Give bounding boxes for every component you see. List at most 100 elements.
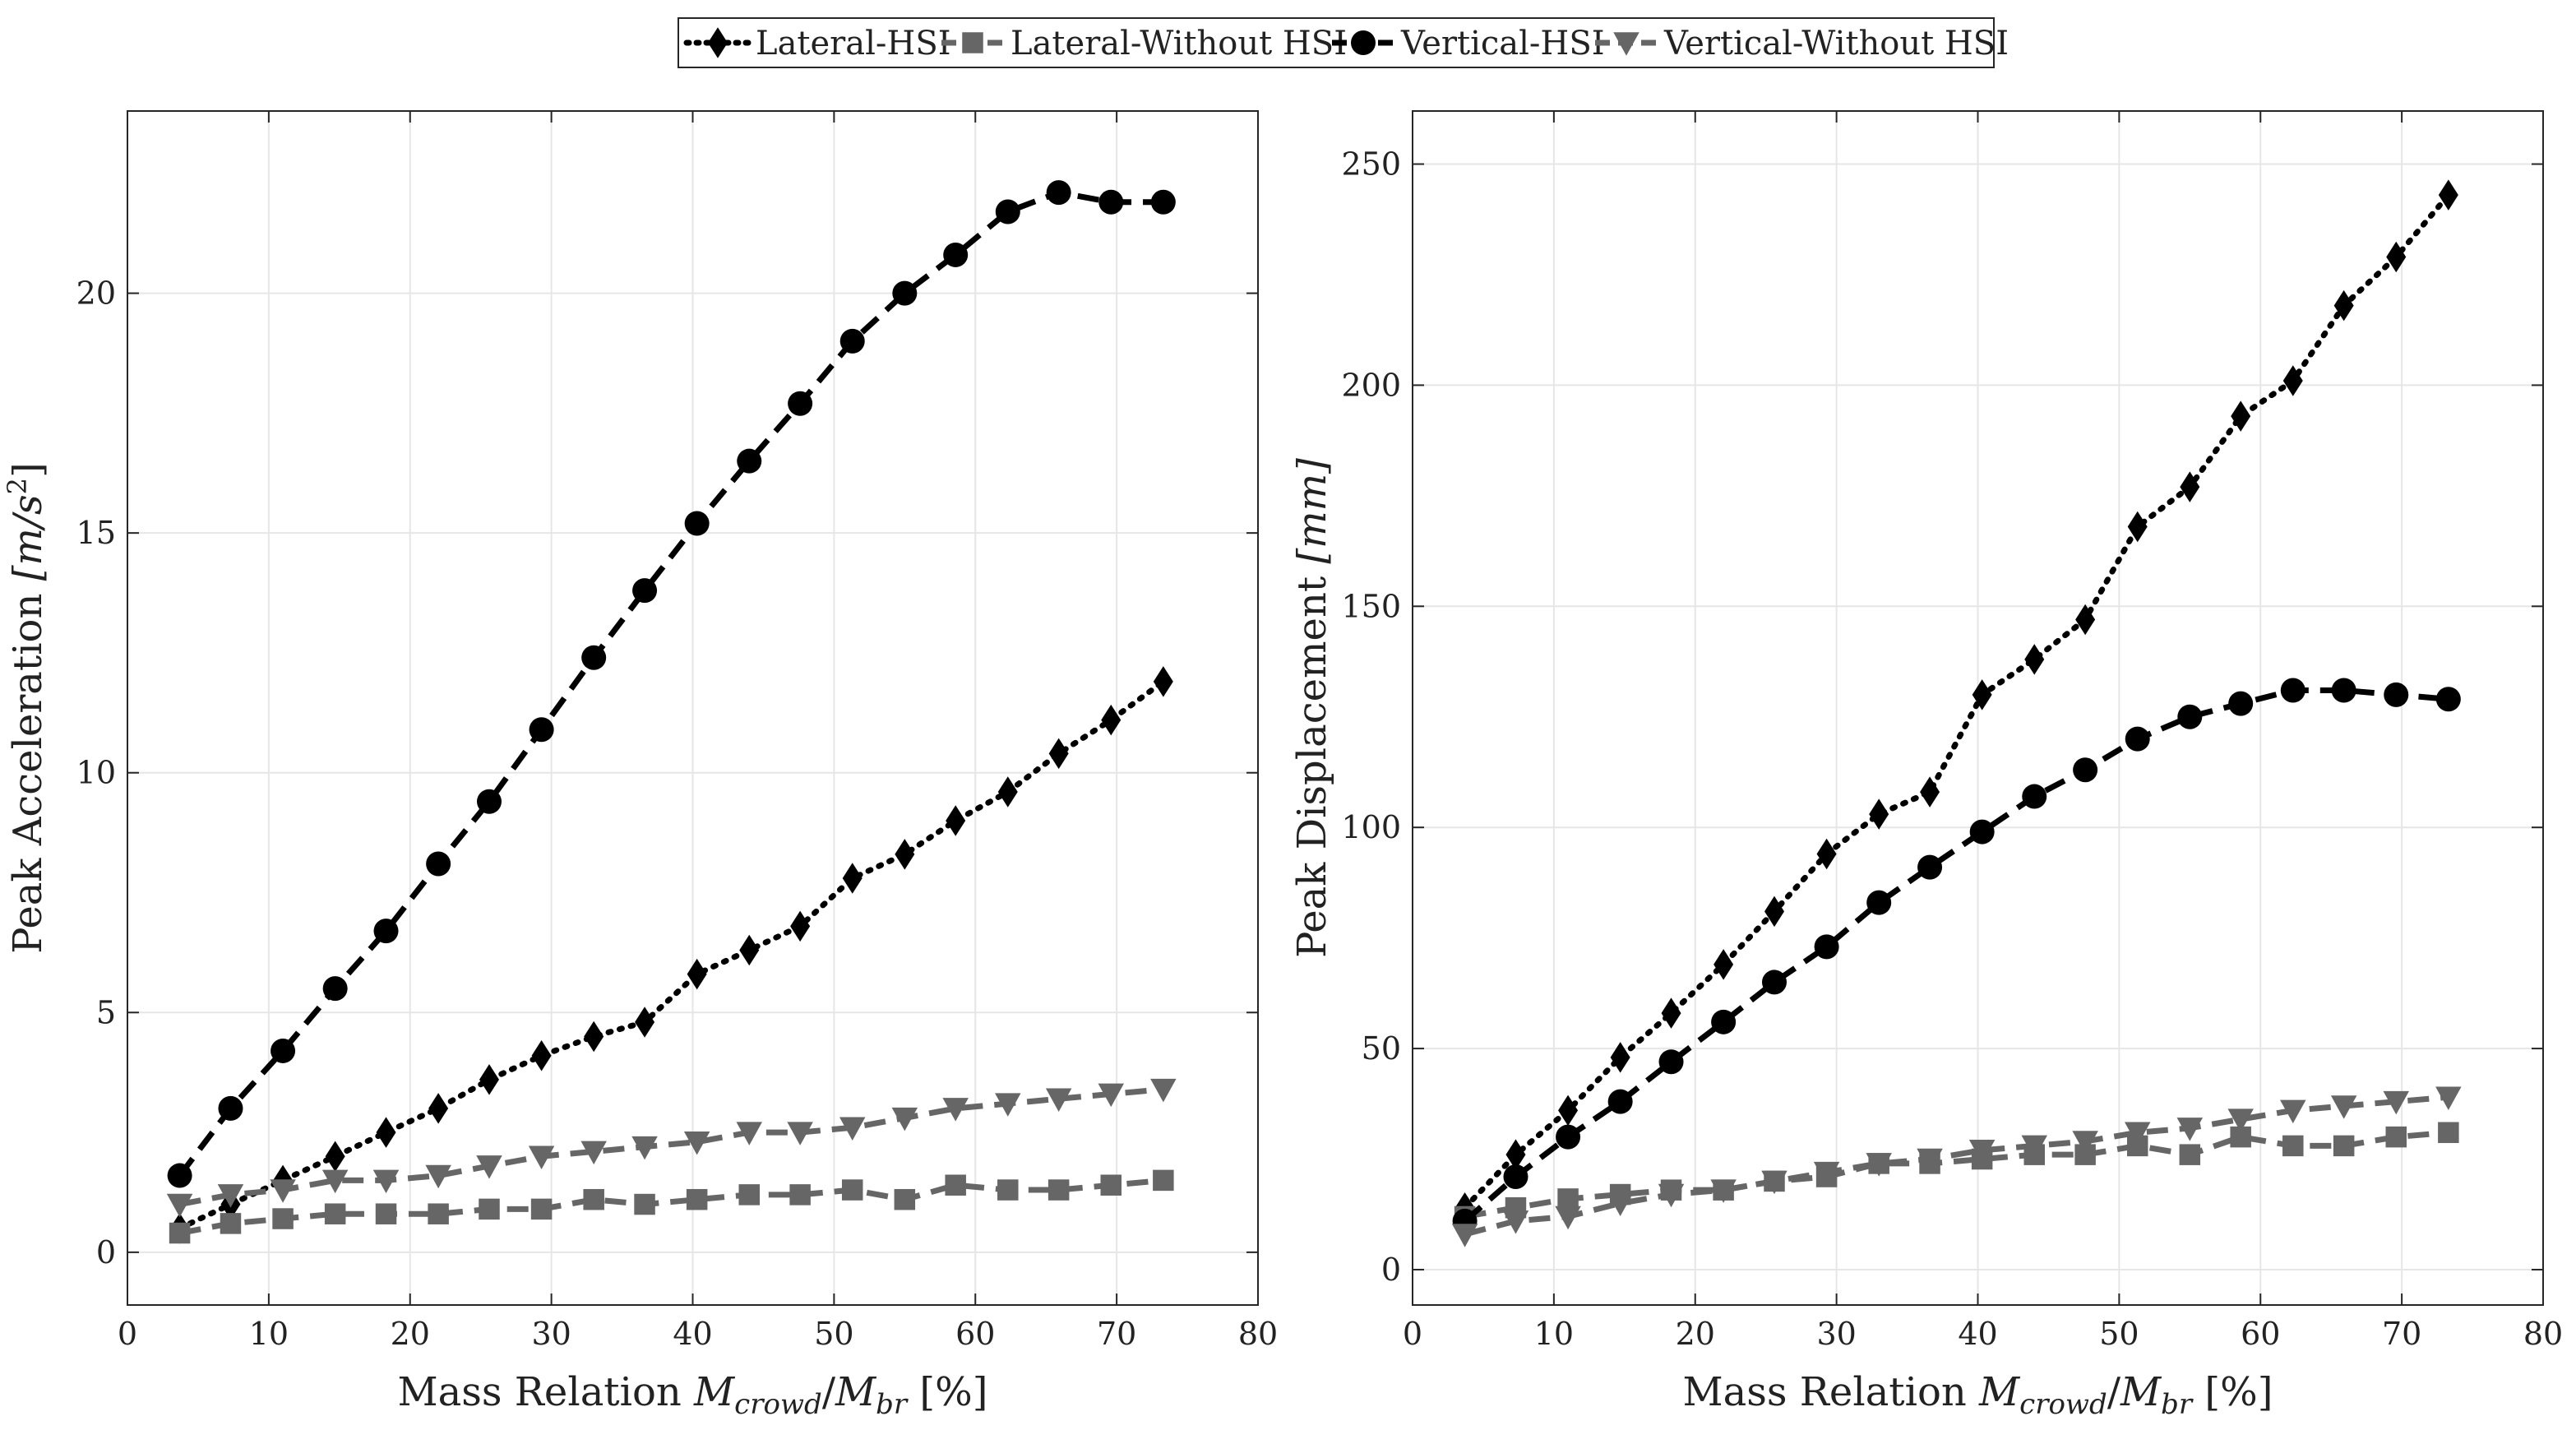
- data-point-vertical-without-hsi: [1761, 1170, 1787, 1195]
- data-point-vertical-hsi: [322, 976, 348, 1002]
- y-axis-label: Peak Displacement [mm]: [1289, 458, 1335, 958]
- data-point-lateral-hsi: [2180, 471, 2200, 502]
- data-point-lateral-hsi: [1101, 704, 1122, 736]
- x-label-text: Mass Relation: [398, 1369, 695, 1415]
- x-label-text: Mass Relation: [1683, 1369, 1980, 1415]
- legend-marker: [1351, 30, 1376, 55]
- y-tick-label: 5: [96, 994, 116, 1030]
- data-point-vertical-hsi: [2384, 682, 2409, 707]
- data-point-vertical-without-hsi: [1968, 1140, 1996, 1164]
- data-point-vertical-without-hsi: [1866, 1153, 1892, 1177]
- data-point-vertical-hsi: [2022, 784, 2047, 809]
- data-point-lateral-without-hsi: [738, 1184, 760, 1206]
- data-point-vertical-hsi: [2280, 678, 2305, 703]
- data-point-vertical-hsi: [995, 199, 1020, 224]
- data-point-lateral-without-hsi: [375, 1203, 397, 1224]
- series-line-lateral-hsi: [1462, 192, 2452, 1211]
- data-point-lateral-hsi: [2024, 644, 2045, 675]
- data-point-lateral-hsi: [635, 1007, 655, 1038]
- data-point-vertical-without-hsi: [1710, 1179, 1737, 1203]
- data-point-vertical-without-hsi: [425, 1164, 451, 1189]
- series-lateral-without-hsi: [169, 1169, 1174, 1244]
- data-point-vertical-without-hsi: [372, 1169, 400, 1194]
- data-point-vertical-hsi: [892, 280, 918, 306]
- data-point-lateral-hsi: [325, 1141, 345, 1172]
- data-point-vertical-without-hsi: [580, 1141, 607, 1165]
- data-point-lateral-hsi: [2438, 179, 2458, 211]
- data-point-vertical-without-hsi: [2021, 1135, 2047, 1159]
- y-tick-label: 20: [76, 275, 116, 312]
- x-label-subscript: crowd: [734, 1388, 822, 1421]
- data-point-lateral-without-hsi: [1153, 1169, 1174, 1192]
- data-point-lateral-hsi: [997, 776, 1018, 808]
- x-tick-label: 60: [2241, 1316, 2280, 1352]
- data-point-vertical-without-hsi: [1917, 1148, 1943, 1173]
- series-line-vertical-without-hsi: [1464, 1094, 2449, 1238]
- data-point-vertical-without-hsi: [166, 1193, 193, 1218]
- data-point-vertical-hsi: [788, 391, 813, 416]
- data-point-lateral-hsi: [2386, 241, 2407, 273]
- data-point-lateral-hsi: [946, 805, 966, 836]
- data-point-lateral-without-hsi: [530, 1198, 553, 1220]
- data-point-vertical-without-hsi: [1150, 1078, 1177, 1103]
- y-label-text: Peak Acceleration: [5, 581, 51, 953]
- y-tick-label: 50: [1362, 1030, 1401, 1067]
- data-point-lateral-hsi: [531, 1040, 552, 1071]
- data-point-vertical-without-hsi: [1607, 1192, 1634, 1217]
- legend-entry-lateral-without-hsi: Lateral-Without HSI: [941, 25, 1347, 62]
- x-tick-label: 0: [1403, 1316, 1422, 1352]
- series-lateral-hsi: [1454, 179, 2458, 1224]
- x-tick-label: 0: [118, 1316, 137, 1352]
- data-point-vertical-hsi: [1503, 1164, 1528, 1190]
- data-point-vertical-without-hsi: [839, 1117, 866, 1141]
- data-point-lateral-hsi: [1869, 798, 1889, 830]
- data-point-vertical-without-hsi: [683, 1131, 710, 1155]
- y-tick-label: 10: [76, 755, 116, 791]
- data-point-vertical-hsi: [1866, 890, 1892, 915]
- series-line-lateral-hsi: [177, 678, 1167, 1232]
- x-label-var: M: [1978, 1369, 2021, 1415]
- data-point-vertical-hsi: [2177, 704, 2203, 729]
- series-line-vertical-without-hsi: [178, 1086, 1164, 1207]
- data-point-lateral-without-hsi: [945, 1174, 966, 1196]
- y-tick-label: 250: [1341, 146, 1401, 183]
- y-label-close: ]: [5, 462, 51, 478]
- data-point-vertical-without-hsi: [995, 1093, 1021, 1117]
- y-tick-label: 150: [1341, 588, 1401, 624]
- data-point-lateral-without-hsi: [583, 1188, 604, 1210]
- data-point-vertical-hsi: [373, 919, 399, 944]
- data-point-vertical-without-hsi: [1502, 1210, 1529, 1234]
- data-point-lateral-hsi: [2282, 365, 2303, 396]
- x-tick-label: 70: [2382, 1316, 2421, 1352]
- x-tick-label: 10: [249, 1316, 289, 1352]
- legend-entry-vertical-without-hsi: Vertical-Without HSI: [1595, 25, 2009, 62]
- legend-marker: [1613, 32, 1639, 56]
- x-label-var: M: [2120, 1369, 2162, 1415]
- data-point-lateral-hsi: [428, 1093, 449, 1124]
- data-point-vertical-hsi: [2331, 678, 2356, 703]
- data-point-vertical-without-hsi: [321, 1169, 349, 1194]
- series-vertical-without-hsi: [166, 1078, 1177, 1218]
- legend-marker: [962, 32, 983, 53]
- data-point-vertical-without-hsi: [1045, 1088, 1072, 1113]
- data-point-lateral-hsi: [1558, 1094, 1579, 1127]
- data-point-vertical-hsi: [737, 448, 762, 474]
- y-tick-label: 200: [1341, 367, 1401, 403]
- legend-label: Vertical-Without HSI: [1663, 25, 2009, 62]
- data-point-vertical-without-hsi: [217, 1184, 244, 1208]
- data-point-vertical-hsi: [1762, 970, 1787, 995]
- data-point-lateral-without-hsi: [1557, 1188, 1579, 1210]
- legend-label: Lateral-Without HSI: [1011, 25, 1347, 62]
- y-axis-label: Peak Acceleration [m/s2]: [2, 462, 51, 954]
- data-point-vertical-hsi: [2435, 687, 2461, 712]
- data-point-vertical-hsi: [1150, 189, 1176, 215]
- data-point-vertical-without-hsi: [2124, 1122, 2151, 1146]
- data-point-vertical-hsi: [218, 1095, 243, 1121]
- x-tick-label: 40: [673, 1316, 712, 1352]
- data-point-lateral-hsi: [584, 1020, 604, 1053]
- legend-label: Vertical-HSI: [1400, 25, 1605, 62]
- data-point-lateral-without-hsi: [324, 1203, 346, 1224]
- data-point-lateral-without-hsi: [841, 1179, 863, 1201]
- data-point-lateral-without-hsi: [2385, 1126, 2407, 1148]
- y-label-unit: [m/s: [5, 494, 51, 581]
